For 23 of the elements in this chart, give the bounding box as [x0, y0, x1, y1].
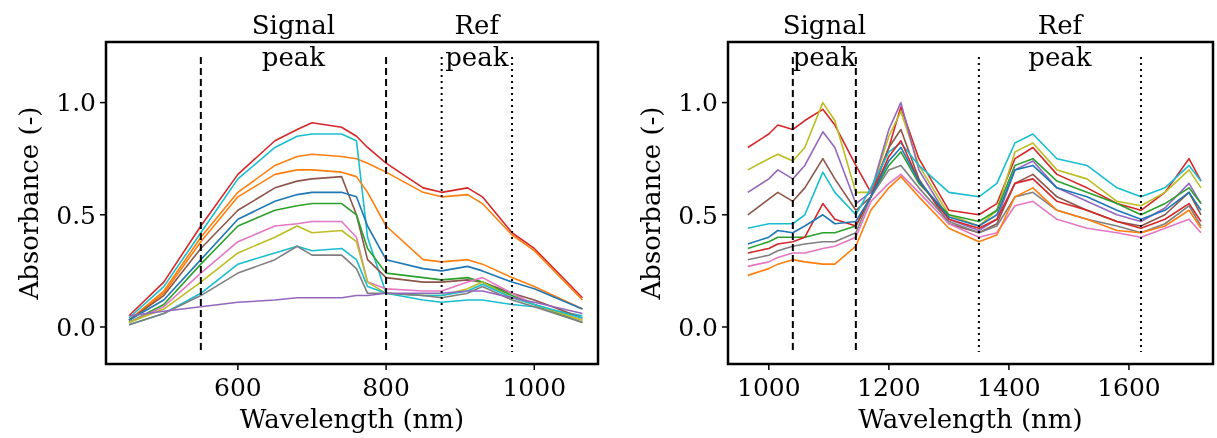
annotation: Signal peak [251, 10, 336, 72]
x-tick-label: 1000 [502, 373, 567, 402]
x-axis-title: Wavelength (nm) [239, 404, 465, 434]
annotation: Ref peak [1028, 10, 1092, 72]
y-axis-title: Absorbance (-) [14, 106, 44, 301]
x-tick-label: 800 [362, 373, 410, 402]
x-tick-label: 1200 [857, 373, 921, 402]
y-tick-label: 1.0 [56, 88, 96, 118]
x-tick-label: 1600 [1097, 373, 1161, 402]
y-tick-label: 0.5 [678, 200, 718, 230]
x-tick-label: 600 [214, 373, 262, 402]
annotation: Ref peak [445, 10, 509, 72]
x-tick-label: 1400 [977, 373, 1041, 402]
y-tick-label: 0.0 [678, 312, 718, 342]
y-tick-label: 0.5 [56, 200, 96, 230]
annotation: Signal peak [782, 10, 867, 72]
y-tick-label: 1.0 [678, 88, 718, 118]
line-series [128, 290, 584, 317]
y-tick-label: 0.0 [56, 312, 96, 342]
line-series [747, 164, 1202, 261]
x-tick-label: 1000 [737, 373, 801, 402]
x-axis-title: Wavelength (nm) [858, 404, 1083, 434]
y-axis-title: Absorbance (-) [636, 106, 666, 301]
